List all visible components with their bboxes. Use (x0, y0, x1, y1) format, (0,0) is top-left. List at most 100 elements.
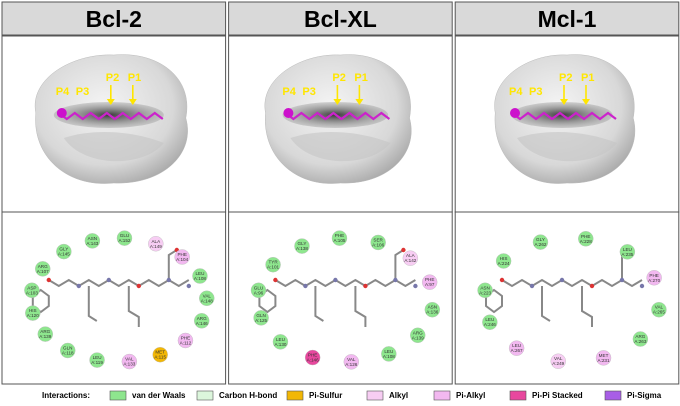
panel-frame (1, 211, 227, 385)
residue-label: ASP (27, 285, 36, 290)
pocket-label: P1 (128, 72, 141, 84)
residue-label: GLY (59, 247, 68, 252)
residue (482, 314, 498, 330)
residue-label: A:125 (255, 318, 267, 323)
pocket-label: P3 (302, 86, 315, 98)
residue-label: GLY (536, 237, 545, 242)
residue (35, 261, 51, 277)
residue-label: A:263 (634, 339, 646, 344)
residue-label: VAL (554, 356, 563, 361)
pocket-arrowhead (355, 99, 364, 105)
residue-label: A:146 (196, 321, 208, 326)
residue-label: A:106 (372, 242, 384, 247)
residue-label: A:228 (580, 239, 592, 244)
column-header-bg (228, 1, 453, 36)
ligand-atom (619, 277, 625, 283)
residue-label: ARG (197, 316, 207, 321)
residue-label: ASN (428, 305, 437, 310)
residue (24, 282, 40, 299)
residue-label: A:146 (307, 358, 319, 363)
residue-label: A:112 (180, 340, 192, 345)
residue-label: A:97 (425, 282, 435, 287)
residue (619, 244, 636, 260)
residue (192, 268, 208, 284)
peptide (511, 111, 617, 121)
residue (177, 332, 194, 349)
ligand-atom (639, 283, 645, 289)
residue-label: ARG (38, 264, 48, 269)
residue-label: GLN (256, 313, 265, 318)
residue-label: VAL (203, 293, 212, 298)
ligand-atom (413, 283, 418, 289)
residue-label: A:108 (383, 354, 395, 359)
ligand-atom (393, 277, 398, 283)
surface-shade (290, 131, 391, 162)
pocket-label: P1 (581, 72, 594, 84)
residue-label: A:246 (484, 322, 496, 327)
legend-label: Pi-Sulfur (309, 391, 342, 400)
ligand-atom (499, 277, 505, 283)
residue (651, 301, 667, 318)
residue-label: A:152 (118, 238, 130, 243)
residue (421, 274, 438, 290)
residue-label: A:148 (201, 298, 213, 303)
residue-label: A:101 (267, 265, 279, 270)
protein-surface (264, 54, 412, 184)
residue-label: A:270 (648, 278, 660, 283)
residue-label: A:231 (598, 358, 610, 363)
residue-label: A:139 (412, 335, 424, 340)
ligand-atom (46, 277, 51, 283)
ligand-atom (529, 283, 535, 289)
pocket-label: P3 (76, 86, 89, 98)
residue-label: A:136 (426, 310, 438, 315)
ligand-atom (559, 277, 565, 283)
legend-swatch (366, 390, 384, 401)
surface-shade (63, 131, 164, 162)
ligand-atom (363, 283, 368, 289)
residue (550, 353, 566, 369)
residue-label: ARG (413, 330, 423, 335)
pocket-arrowhead (106, 99, 115, 105)
residue-label: PHE (425, 277, 434, 282)
pocket-ball (56, 108, 67, 118)
residue (116, 230, 133, 246)
residue (410, 327, 426, 344)
ligand (274, 278, 416, 288)
pocket-arrowhead (560, 99, 568, 105)
legend-label: van der Waals (132, 391, 186, 400)
residue (381, 346, 397, 362)
residue (89, 352, 105, 368)
residue-label: A:223 (479, 290, 491, 295)
residue-label: LEU (623, 247, 632, 252)
residue (495, 253, 512, 269)
residue (632, 331, 649, 347)
residue-label: A:118 (62, 350, 74, 355)
pocket-label: P2 (559, 72, 572, 84)
residue (508, 340, 525, 356)
ligand-atom (136, 283, 141, 289)
residue-label: LEU (195, 271, 204, 276)
residue-label: A:149 (150, 244, 162, 249)
ligand-atom (76, 283, 82, 289)
residue-label: A:265 (653, 310, 665, 315)
residue-label: A:120 (27, 313, 39, 318)
residue-label: A:142 (404, 258, 416, 263)
pocket-arrowhead (333, 99, 342, 105)
protein-surface (494, 54, 635, 184)
residue (121, 353, 138, 370)
residue-label: A:262 (534, 242, 546, 247)
residue (194, 313, 210, 329)
residue-label: PHE (649, 273, 658, 278)
pocket-ball (283, 108, 294, 118)
residue-label: MET (155, 350, 165, 355)
pocket-label: P4 (56, 86, 70, 98)
residue-label: A:145 (58, 252, 70, 257)
residue-label: ASN (88, 236, 97, 241)
residue (370, 234, 386, 251)
residue (84, 233, 101, 249)
residue (578, 231, 594, 247)
residue-label: A:104 (176, 257, 188, 262)
panel-frame (454, 211, 680, 385)
